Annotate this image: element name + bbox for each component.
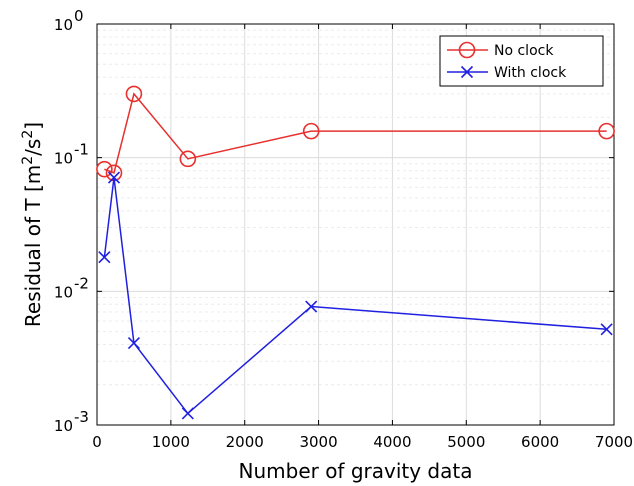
y-tick-exponent: 0	[74, 7, 84, 25]
data-point-x-stroke	[107, 171, 121, 184]
series-line-0	[104, 92, 607, 174]
data-point-x	[127, 337, 140, 350]
legend-box	[439, 35, 604, 87]
x-tick-label: 7000	[595, 433, 633, 451]
series-group	[96, 85, 615, 420]
legend: No clock With clock	[439, 35, 604, 87]
data-point-circle	[125, 85, 143, 103]
y-axis-title-part: /s	[21, 139, 45, 156]
legend-label: No clock	[494, 43, 554, 59]
y-tick-label: 10	[54, 150, 73, 168]
y-tick-label: 10	[54, 283, 73, 301]
legend-marker-circle	[458, 41, 476, 59]
y-tick-exponent: -1	[74, 141, 89, 159]
grid	[96, 24, 615, 426]
y-tick-exponent: -3	[74, 408, 89, 426]
x-tick-label: 4000	[373, 433, 411, 451]
y-tick-exponent: -2	[74, 274, 89, 292]
x-tick-label: 0	[92, 433, 102, 451]
data-point-circle	[96, 160, 113, 178]
data-point-x	[107, 171, 121, 184]
data-point-circle	[179, 150, 197, 168]
legend-label: With clock	[494, 65, 567, 81]
y-axis-title: Residual of T [m2/s2]	[20, 122, 45, 327]
x-tick-label: 2000	[226, 433, 264, 451]
legend-marker-x	[460, 65, 474, 79]
x-tick-label: 1000	[152, 433, 190, 451]
plot-frame	[96, 23, 615, 426]
data-point-x-stroke	[98, 251, 111, 264]
data-point-x	[181, 407, 194, 420]
y-axis-title-superscript: 2	[20, 130, 36, 139]
data-point-x-stroke	[127, 337, 140, 350]
y-tick-label: 10	[54, 417, 73, 435]
data-point-circle	[598, 122, 615, 140]
x-tick-label: 3000	[299, 433, 337, 451]
x-tick-label: 6000	[521, 433, 559, 451]
y-axis-title-part: ]	[21, 122, 45, 130]
x-tick-label: 5000	[447, 433, 485, 451]
x-axis-title: Number of gravity data	[239, 459, 473, 483]
data-point-x	[305, 300, 318, 313]
y-axis-title-superscript: 2	[20, 156, 36, 165]
data-point-x-stroke	[305, 300, 318, 313]
data-point-x	[600, 323, 613, 336]
data-point-x	[98, 251, 111, 264]
data-point-x-stroke	[181, 407, 194, 420]
data-point-x-stroke	[600, 323, 613, 336]
y-tick-label: 10	[54, 16, 73, 34]
y-axis-title-part: Residual of T [m	[21, 165, 45, 327]
series-line-1	[103, 177, 607, 415]
data-point-circle	[302, 122, 320, 140]
